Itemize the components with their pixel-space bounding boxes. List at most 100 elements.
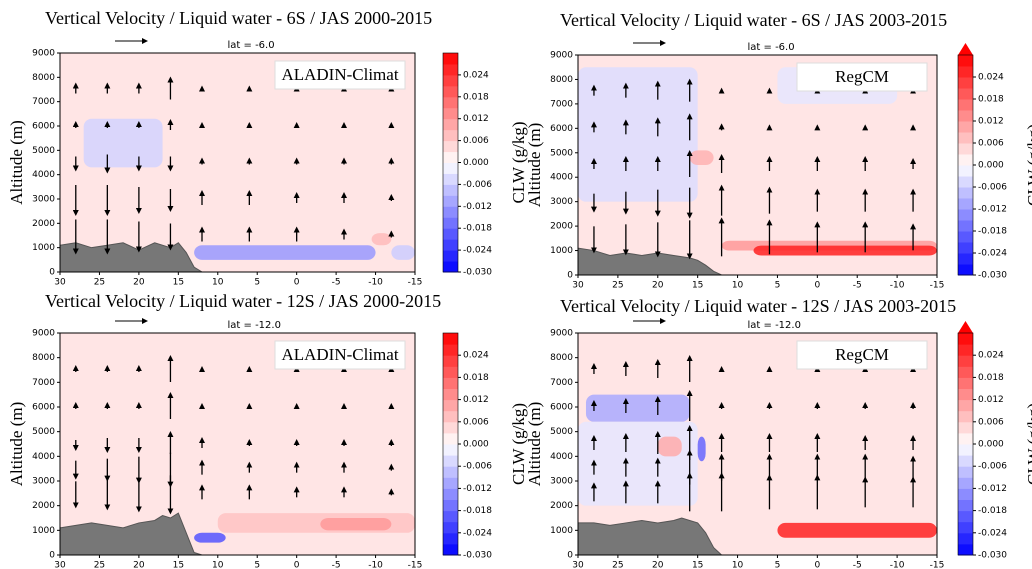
- colorbar-swatch: [958, 154, 973, 166]
- clw-region: [578, 67, 698, 202]
- axes-frame: [59, 52, 416, 273]
- y-tick-label: 4000: [32, 452, 55, 462]
- y-axis-label: Altitude (m): [525, 123, 544, 208]
- x-tick-label: -15: [930, 561, 945, 569]
- y-axis-label: Altitude (m): [7, 402, 26, 487]
- colorbar-swatch: [958, 231, 973, 243]
- colorbar-swatch: [958, 176, 973, 188]
- x-tick-label: 10: [732, 281, 744, 291]
- y-tick-label: 8000: [32, 73, 55, 83]
- colorbar-swatch: [443, 510, 458, 523]
- terrain: [578, 517, 723, 555]
- y-tick-label: 9000: [32, 49, 55, 59]
- model-label: RegCM: [835, 67, 889, 86]
- colorbar-swatch: [443, 333, 458, 345]
- colorbar-swatch: [958, 165, 973, 177]
- x-tick-label: 20: [133, 278, 145, 288]
- x-tick-label: -5: [853, 281, 862, 291]
- colorbar-swatch: [958, 121, 973, 133]
- x-tick-label: 20: [652, 281, 664, 291]
- y-tick-label: 2000: [550, 222, 573, 232]
- y-tick-label: 9000: [32, 329, 55, 339]
- colorbar-swatch: [443, 355, 458, 367]
- clw-region: [777, 522, 937, 538]
- plot-area: [60, 333, 415, 555]
- colorbar-swatch: [443, 488, 458, 500]
- y-tick-label: 7000: [550, 378, 573, 388]
- colorbar-swatch: [443, 388, 458, 401]
- plot-area: [578, 333, 937, 555]
- y-tick-label: 1000: [550, 526, 573, 536]
- clw-region: [194, 532, 226, 543]
- colorbar-swatch: [958, 66, 973, 78]
- colorbar-tick-label: 0.024: [978, 73, 1004, 83]
- colorbar-swatch: [443, 96, 458, 109]
- y-tick-label: 7000: [32, 378, 55, 388]
- colorbar-swatch: [958, 455, 973, 467]
- x-tick-label: -5: [853, 561, 862, 569]
- x-tick-label: 0: [294, 561, 300, 569]
- colorbar-swatch: [443, 107, 458, 120]
- x-tick-label: 5: [775, 281, 781, 291]
- colorbar-swatch: [958, 466, 973, 478]
- terrain: [60, 512, 203, 555]
- colorbar-label: CLW (g/kg): [509, 403, 528, 485]
- colorbar-tick-label: 0.006: [978, 139, 1004, 149]
- colorbar-tick-label: -0.018: [978, 506, 1007, 516]
- colorbar-tick-label: 0.000: [978, 440, 1004, 450]
- colorbar-tick-label: -0.024: [978, 528, 1007, 538]
- colorbar-swatch: [958, 543, 973, 556]
- colorbar-swatch: [443, 173, 458, 185]
- x-tick-label: 10: [732, 561, 744, 569]
- colorbar-swatch: [443, 466, 458, 478]
- colorbar-swatch: [443, 344, 458, 356]
- colorbar-swatch: [443, 195, 458, 207]
- lat-annotation: lat = -12.0: [228, 320, 281, 331]
- colorbar-swatch: [443, 444, 458, 456]
- y-tick-label: 3000: [32, 195, 55, 205]
- colorbar-swatch: [958, 333, 973, 345]
- colorbar-swatch: [958, 421, 973, 434]
- colorbar-extend: [958, 321, 973, 333]
- colorbar-swatch: [958, 99, 973, 111]
- colorbar-swatch: [958, 488, 973, 500]
- clw-region: [585, 394, 690, 422]
- colorbar-tick-label: 0.024: [463, 351, 489, 361]
- y-tick-label: 2000: [32, 219, 55, 229]
- colorbar-swatch: [443, 63, 458, 76]
- model-label: ALADIN-Climat: [281, 65, 398, 84]
- model-label: ALADIN-Climat: [281, 345, 398, 364]
- y-tick-label: 9000: [550, 329, 573, 339]
- colorbar-tick-label: -0.012: [463, 202, 492, 212]
- x-tick-label: 20: [652, 561, 664, 569]
- colorbar-swatch: [958, 132, 973, 144]
- y-tick-label: 4000: [32, 170, 55, 180]
- x-tick-label: 30: [572, 281, 584, 291]
- x-tick-label: 20: [133, 561, 145, 569]
- panel-title: Vertical Velocity / Liquid water - 12S /…: [45, 291, 441, 311]
- x-tick-label: 25: [94, 278, 105, 288]
- colorbar-swatch: [958, 209, 973, 221]
- colorbar-tick-label: -0.012: [463, 484, 492, 494]
- clw-region: [578, 421, 698, 506]
- colorbar-swatch: [958, 143, 973, 155]
- x-tick-label: 25: [612, 281, 623, 291]
- x-tick-label: 15: [692, 561, 703, 569]
- x-tick-label: -15: [408, 561, 423, 569]
- x-tick-label: 5: [254, 278, 260, 288]
- colorbar-label: CLW (g/kg): [1024, 403, 1032, 485]
- colorbar-tick-label: 0.024: [463, 70, 489, 80]
- x-tick-label: 15: [173, 278, 184, 288]
- colorbar-tick-label: -0.024: [463, 528, 492, 538]
- colorbar-tick-label: -0.006: [463, 180, 492, 190]
- axes-frame: [59, 332, 416, 556]
- colorbar-swatch: [443, 377, 458, 389]
- label-box: [274, 340, 406, 370]
- y-tick-label: 8000: [550, 353, 573, 363]
- colorbar-swatch: [443, 217, 458, 229]
- colorbar-tick-label: 0.012: [463, 114, 489, 124]
- colorbar-swatch: [958, 198, 973, 210]
- colorbar-tick-label: 0.000: [463, 158, 489, 168]
- colorbar-tick-label: 0.000: [463, 440, 489, 450]
- colorbar-tick-label: -0.018: [978, 227, 1007, 237]
